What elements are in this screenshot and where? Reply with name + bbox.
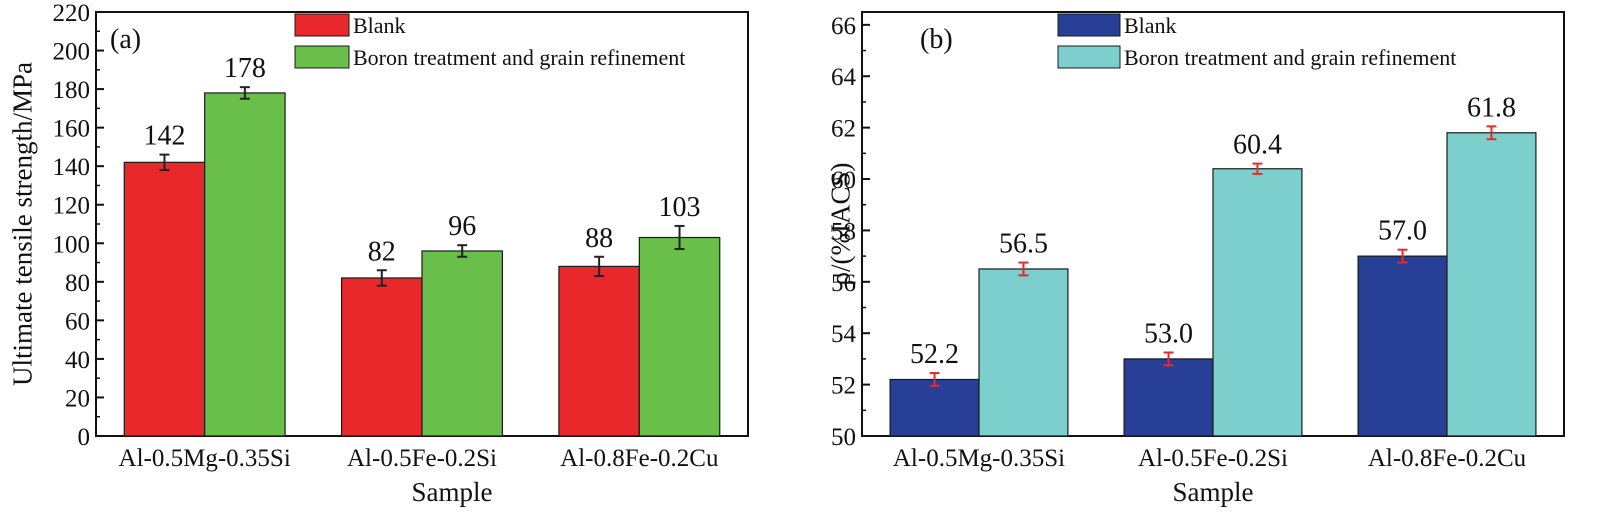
bar	[340, 277, 423, 437]
data-label: 96	[448, 211, 476, 242]
y-axis-title: Ultimate tensile strength/MPa	[7, 62, 37, 386]
y-tick-label: 160	[53, 116, 91, 143]
error-bar	[1018, 261, 1029, 277]
y-tick-label: 220	[53, 0, 91, 27]
y-tick-label: 60	[65, 308, 90, 335]
legend-swatch	[294, 13, 350, 37]
bar	[638, 236, 721, 437]
y-tick-label: 56	[831, 270, 856, 297]
chart-panel-a: 142 82 88 178 96 103 0 20 40 60 80 100 120 140 160 180 2…	[0, 0, 800, 517]
error-bar	[929, 372, 940, 387]
bar	[1123, 358, 1214, 437]
data-label: 53.0	[1144, 318, 1193, 349]
legend-swatch	[294, 45, 350, 69]
error-bar	[376, 269, 387, 287]
bar	[421, 250, 504, 437]
y-axis-title: ρ/(%IACS)	[825, 163, 855, 286]
legend-swatch	[1057, 45, 1121, 69]
bar	[978, 268, 1069, 437]
legend-swatch	[1057, 13, 1121, 37]
error-bar	[239, 86, 250, 100]
chart-svg: 52.2 53.0 57.0 56.5 60.4 61.8 50 52 54 56 58 60 62 64…	[825, 11, 1565, 507]
data-label: 178	[224, 53, 266, 84]
y-tick-label: 140	[53, 154, 91, 181]
bar	[1446, 132, 1537, 437]
bar	[889, 378, 980, 437]
x-axis-title: Sample	[412, 477, 493, 507]
y-tick-label: 58	[831, 218, 856, 245]
x-tick-label: Al-0.8Fe-0.2Cu	[1368, 445, 1527, 472]
bar	[123, 161, 206, 437]
data-label: 52.2	[910, 339, 959, 370]
x-tick-label: Al-0.5Fe-0.2Si	[347, 445, 497, 472]
y-tick-label: 50	[831, 424, 856, 451]
error-bar	[674, 224, 685, 251]
chart-svg: 142 82 88 178 96 103 0 20 40 60 80 100 120 140 160 180 2…	[7, 0, 749, 507]
panel-label: (a)	[110, 24, 141, 55]
bar	[1212, 168, 1303, 437]
error-bar	[1163, 351, 1174, 367]
data-label: 57.0	[1378, 216, 1427, 247]
error-bar	[1486, 125, 1497, 141]
y-tick-label: 100	[53, 231, 91, 258]
y-tick-label: 54	[831, 321, 857, 348]
legend-label: Blank	[1124, 13, 1177, 38]
x-tick-label: Al-0.5Mg-0.35Si	[119, 445, 291, 472]
chart-panel-b: 52.2 53.0 57.0 56.5 60.4 61.8 50 52 54 56 58 60 62 64…	[800, 0, 1600, 517]
legend: Blank Boron treatment and grain refinemen…	[1057, 13, 1456, 70]
x-axis-title: Sample	[1173, 477, 1254, 507]
y-tick-label: 0	[78, 424, 91, 451]
y-tick-label: 40	[65, 347, 90, 374]
x-tick-label: Al-0.5Mg-0.35Si	[893, 445, 1065, 472]
y-tick-label: 60	[831, 167, 856, 194]
legend-label: Boron treatment and grain refinement	[1124, 45, 1456, 70]
y-tick-label: 52	[831, 373, 856, 400]
y-tick-label: 20	[65, 385, 90, 412]
error-bar	[1252, 162, 1263, 175]
bar	[1357, 255, 1448, 437]
legend-label: Boron treatment and grain refinement	[353, 45, 685, 70]
y-tick-label: 180	[53, 77, 91, 104]
y-tick-label: 120	[53, 193, 91, 220]
y-tick-label: 62	[831, 116, 856, 143]
y-tick-label: 66	[831, 13, 856, 40]
error-bar	[594, 255, 605, 278]
y-tick-label: 64	[831, 64, 857, 91]
y-tick-label: 200	[53, 39, 91, 66]
data-label: 60.4	[1233, 130, 1282, 161]
legend-label: Blank	[353, 13, 406, 38]
error-bar	[159, 153, 170, 172]
data-label: 103	[659, 192, 701, 223]
error-bar	[457, 244, 468, 258]
data-label: 142	[143, 121, 185, 152]
data-label: 56.5	[999, 229, 1048, 260]
x-tick-label: Al-0.8Fe-0.2Cu	[560, 445, 719, 472]
data-label: 88	[585, 223, 613, 254]
error-bar	[1397, 248, 1408, 264]
data-label: 61.8	[1467, 92, 1516, 123]
x-tick-label: Al-0.5Fe-0.2Si	[1138, 445, 1288, 472]
data-label: 82	[368, 236, 396, 267]
legend: Blank Boron treatment and grain refinemen…	[294, 13, 685, 70]
bar	[558, 265, 640, 437]
y-tick-label: 80	[65, 270, 90, 297]
panel-label: (b)	[920, 24, 953, 55]
bar	[204, 92, 286, 437]
